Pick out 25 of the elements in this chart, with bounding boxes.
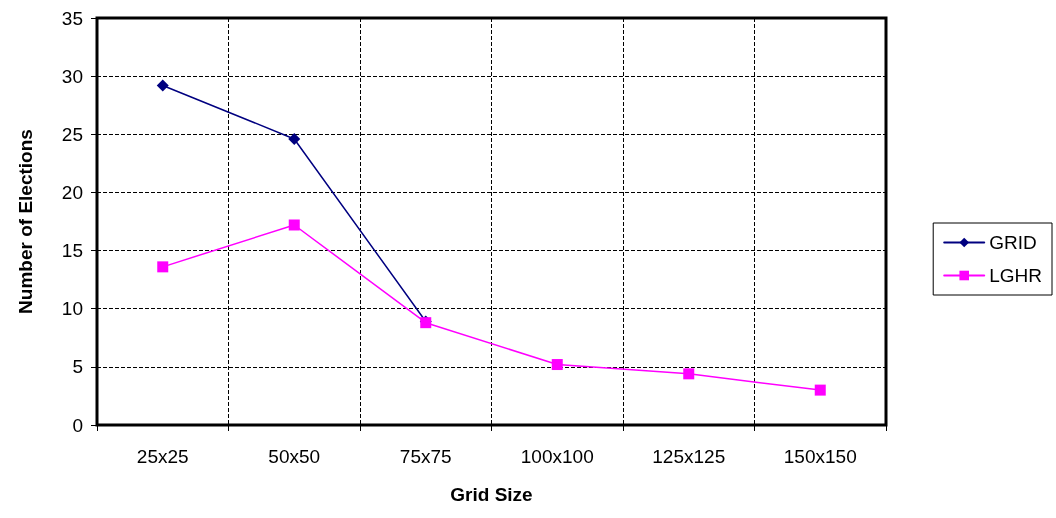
y-axis-title: Number of Elections [15, 129, 36, 314]
point [288, 132, 301, 145]
point [156, 79, 169, 92]
x-axis-title: Grid Size [450, 484, 533, 505]
y-tick-label: 30 [61, 65, 83, 87]
point [683, 368, 695, 380]
x-tick-label: 50x50 [268, 446, 321, 467]
x-tick-label: 100x100 [520, 446, 594, 467]
x-tick-label: 125x125 [652, 446, 726, 467]
x-tick-label: 75x75 [399, 446, 452, 467]
x-tick-label: 25x25 [136, 446, 189, 467]
y-tick-label: 5 [72, 356, 83, 378]
x-tick-label: 150x150 [783, 446, 857, 467]
y-tick-label: 35 [61, 7, 83, 29]
y-tick-label: 0 [72, 414, 83, 436]
y-tick-label: 20 [61, 181, 83, 203]
point [814, 384, 826, 396]
y-tick-label: 25 [61, 123, 83, 145]
y-tick-label: 10 [61, 298, 83, 320]
legend-label: LGHR [989, 265, 1043, 286]
y-tick-label: 15 [61, 240, 83, 262]
point [551, 359, 563, 371]
point [157, 261, 169, 273]
legend-label: GRID [989, 232, 1037, 253]
point [288, 219, 300, 231]
